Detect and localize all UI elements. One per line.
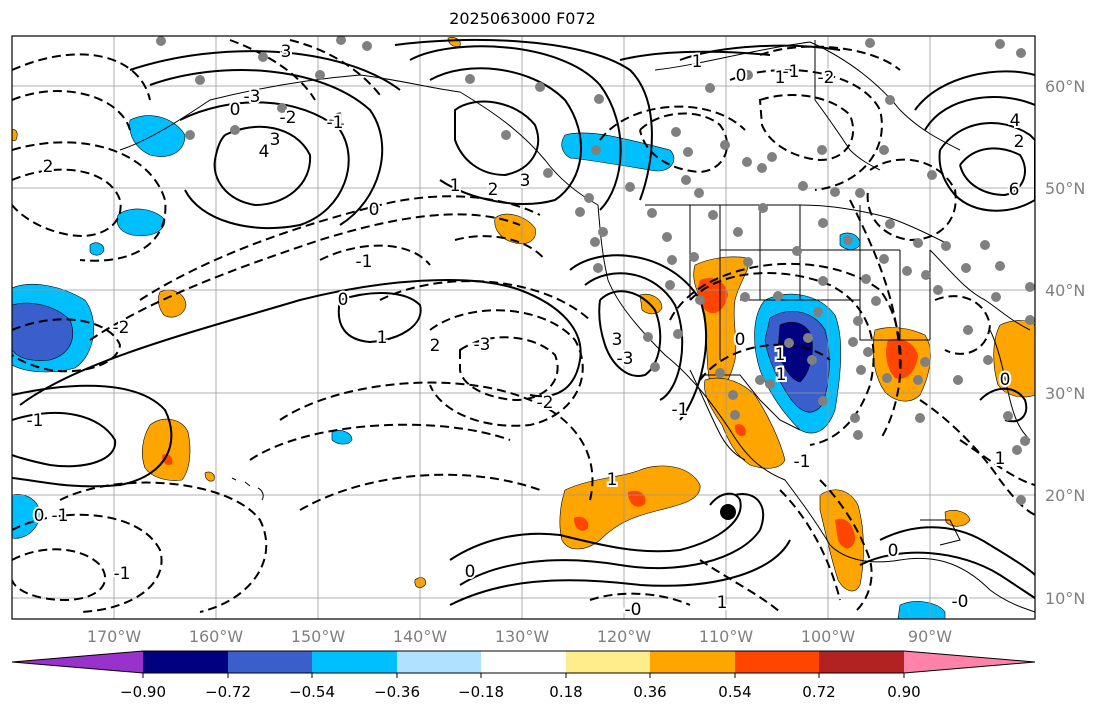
contour-label: 1 [717,593,728,613]
contour-label: 1 [450,176,461,196]
contour-label: -2 [280,108,297,128]
contour-label: 0 [465,562,476,582]
contour-label: 2 [430,336,441,356]
lat-label-10n: 10°N [1045,589,1086,608]
contour-label: 3 [520,171,531,191]
contour-label: 1 [776,365,787,385]
colorbar-tick: 0.54 [718,683,752,701]
contour-label: 1 [607,470,618,490]
station-dots [156,36,1035,505]
contour-label: 1 [775,68,786,88]
contour-label: 2 [488,180,499,200]
contour-label: 0 [1000,370,1011,390]
contour-label: 2 [1014,132,1025,152]
lat-label-40n: 40°N [1045,281,1086,300]
lon-label-120w: 120°W [596,627,652,646]
contour-label: 4 [259,142,270,162]
contour-label: 3 [480,337,491,357]
lat-label-30n: 30°N [1045,384,1086,403]
contour-label: 0 [338,290,349,310]
colorbar-tick: 0.72 [802,683,836,701]
colorbar-tick: 0.18 [549,683,583,701]
contour-label: 0 [230,100,241,120]
lon-label-130w: 130°W [494,627,550,646]
lon-label-150w: 150°W [290,627,346,646]
contour-label: 4 [1010,111,1021,131]
contour-label: -0 [625,600,642,620]
lon-label-160w: 160°W [188,627,244,646]
contour-label: 3 [612,330,623,350]
contour-label: -1 [672,400,689,420]
contour-label: 0 [369,200,380,220]
lon-label-110w: 110°W [698,627,754,646]
contour-label: -3 [617,349,634,369]
negative-contours [12,39,1035,613]
contour-label: -1 [783,62,800,82]
contour-label: 0 [34,506,45,526]
contour-label: 3 [270,130,281,150]
contour-label: 1 [995,449,1006,469]
contour-label: -2 [537,393,554,413]
contour-label: -3 [474,335,491,355]
contour-label: -2 [113,318,130,338]
contour-label: -3 [244,87,261,107]
contour-label: -1 [114,564,131,584]
lon-label-140w: 140°W [392,627,448,646]
colorbar-tick: −0.36 [374,683,420,701]
contour-label: -1 [27,411,44,431]
contour-label: 2 [43,157,54,177]
contour-label: 3 [281,42,292,62]
black-marker-dot [720,504,736,520]
lon-label-90w: 90°W [907,627,953,646]
colorbar-tick: −0.54 [289,683,335,701]
contour-label: -2 [818,68,835,88]
lon-label-100w: 100°W [800,627,856,646]
contour-label: -1 [794,452,811,472]
contour-label: 6 [1009,180,1020,200]
contour-label: 1 [692,52,703,72]
contour-label: 1 [775,345,786,365]
lat-label-60n: 60°N [1045,77,1086,96]
contour-label: -1 [52,506,69,526]
colorbar-tick: −0.72 [205,683,251,701]
colorbar-tick: −0.18 [458,683,504,701]
contour-label: 0 [736,66,747,86]
contour-label: 0 [888,541,899,561]
contour-label: -1 [356,252,373,272]
lon-label-170w: 170°W [86,627,142,646]
contour-label: 0 [735,330,746,350]
colorbar-tick: 0.36 [633,683,667,701]
map-frame [11,35,1036,620]
contour-label: -0 [952,592,969,612]
colorbar-tick: 0.90 [887,683,921,701]
contour-label: 1 [377,328,388,348]
positive-contours [12,38,1035,606]
contour-label: -1 [327,113,344,133]
contour-label: -1 [329,110,346,130]
lat-label-50n: 50°N [1045,179,1086,198]
lat-label-20n: 20°N [1045,486,1086,505]
map-title: 2025063000 F072 [449,9,596,28]
colorbar-tick: −0.90 [120,683,166,701]
